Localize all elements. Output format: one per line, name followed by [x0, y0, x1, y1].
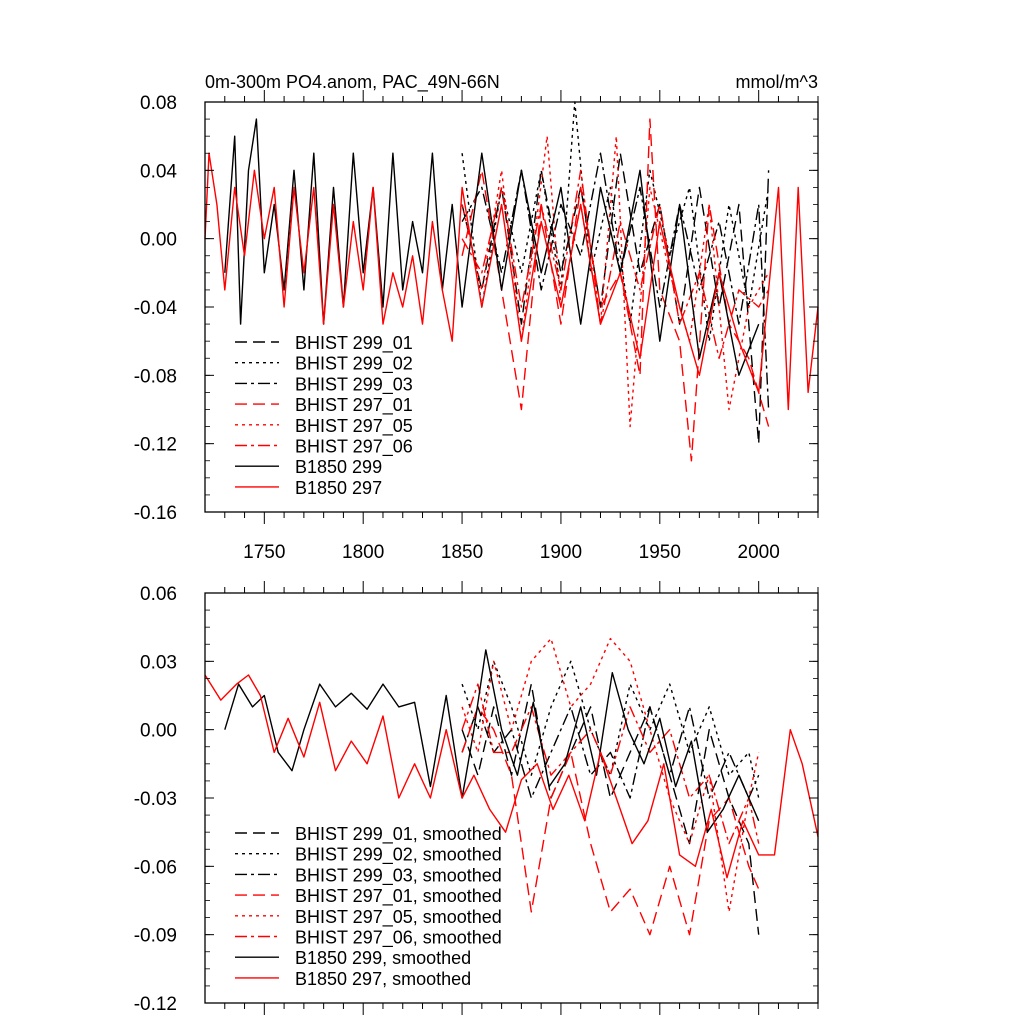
chart-title: 0m-300m PO4.anom, PAC_49N-66N	[205, 72, 500, 93]
legend-label: BHIST 299_03	[295, 374, 413, 395]
x-tick-label: 2000	[738, 542, 780, 563]
legend-label: BHIST 299_03, smoothed	[295, 865, 502, 886]
series-line-1	[461, 101, 770, 342]
y-tick-label: -0.06	[134, 857, 177, 878]
x-tick-label: 1800	[342, 542, 384, 563]
y-tick-label: -0.03	[134, 789, 177, 810]
y-tick-label: 0.03	[140, 652, 177, 673]
y-tick-label: -0.08	[134, 366, 177, 387]
x-tick-label: 1900	[540, 542, 582, 563]
bottom-series-group	[204, 637, 819, 936]
series-line-7	[204, 152, 819, 411]
top-panel: 0m-300m PO4.anom, PAC_49N-66N mmol/m^3 0…	[134, 72, 819, 563]
y-tick-label: -0.04	[134, 298, 178, 319]
y-tick-label: -0.12	[134, 994, 177, 1015]
series-line-3	[461, 118, 770, 462]
y-tick-label: 0.00	[140, 230, 177, 251]
series-line-0	[461, 683, 760, 935]
bottom-panel: 0.06 0.03 0.00 -0.03 -0.06 -0.09 -0.12 BHIST 2…	[134, 581, 819, 1015]
bottom-ticks-group: 0.06 0.03 0.00 -0.03 -0.06 -0.09 -0.12	[134, 581, 819, 1015]
legend-label: B1850 299	[295, 457, 382, 477]
y-tick-label: -0.16	[134, 503, 177, 524]
series-line-6	[224, 649, 760, 833]
legend-label: BHIST 299_02	[295, 354, 413, 375]
series-line-4	[461, 135, 770, 428]
y-tick-label: -0.09	[134, 926, 177, 947]
series-line-2	[461, 706, 760, 799]
legend-label: BHIST 299_02, smoothed	[295, 845, 502, 866]
x-tick-label: 1950	[639, 542, 681, 563]
legend-label: BHIST 299_01, smoothed	[295, 824, 502, 845]
y-tick-label: 0.04	[140, 161, 177, 182]
top-ticks-group: 0.08 0.04 0.00 -0.04 -0.08 -0.12 -0.16 1750 1800…	[134, 90, 819, 563]
series-line-7	[204, 674, 819, 879]
y-tick-label: 0.00	[140, 721, 177, 742]
legend-label: B1850 297, smoothed	[295, 969, 471, 989]
legend-label: B1850 297	[295, 478, 382, 498]
legend-label: BHIST 297_01	[295, 395, 413, 416]
y-tick-label: 0.08	[140, 93, 177, 114]
legend-label: BHIST 297_05, smoothed	[295, 907, 502, 928]
units-label: mmol/m^3	[736, 72, 818, 92]
x-tick-label: 1750	[243, 542, 285, 563]
legend-label: BHIST 297_05	[295, 416, 413, 437]
x-tick-label: 1850	[441, 542, 483, 563]
top-series-group	[204, 101, 819, 462]
y-tick-label: 0.06	[140, 584, 177, 605]
legend-label: BHIST 299_01	[295, 333, 413, 354]
series-line-3	[461, 706, 760, 936]
legend-label: BHIST 297_06, smoothed	[295, 928, 502, 949]
legend-label: BHIST 297_01, smoothed	[295, 886, 502, 907]
series-line-4	[461, 637, 760, 913]
series-line-5	[461, 169, 770, 359]
legend-label: BHIST 297_06	[295, 437, 413, 458]
y-tick-label: -0.12	[134, 435, 177, 456]
legend-label: B1850 299, smoothed	[295, 948, 471, 968]
